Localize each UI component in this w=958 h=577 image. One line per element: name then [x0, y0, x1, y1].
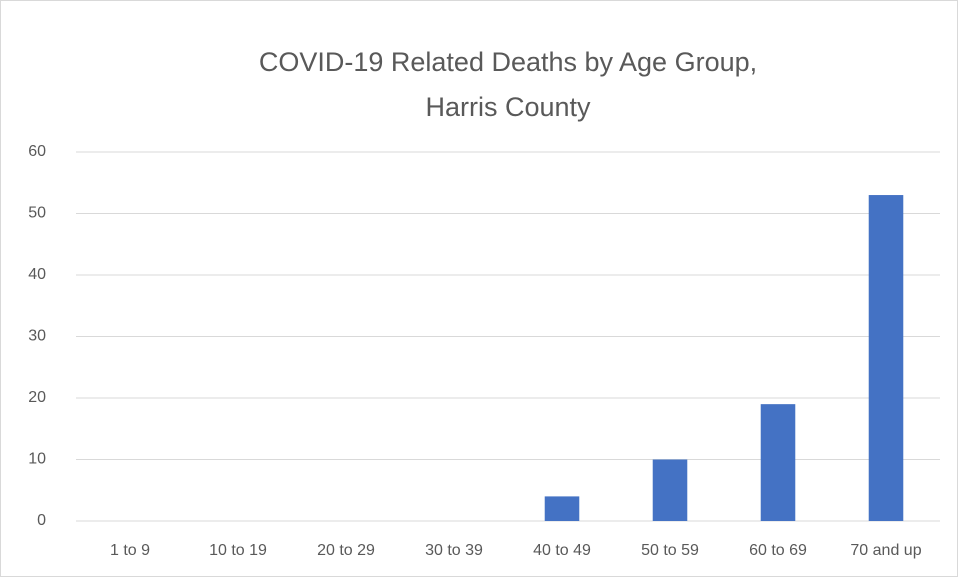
x-tick-label: 1 to 9 [110, 542, 150, 559]
y-tick-label: 30 [28, 328, 46, 345]
chart-title: COVID-19 Related Deaths by Age Group, [259, 47, 757, 77]
x-tick-label: 50 to 59 [641, 542, 699, 559]
x-tick-label: 20 to 29 [317, 542, 375, 559]
bar [544, 496, 580, 521]
chart-title: Harris County [425, 92, 591, 122]
y-tick-label: 40 [28, 266, 46, 283]
bar [652, 459, 688, 521]
y-tick-label: 20 [28, 389, 46, 406]
bar [760, 404, 796, 521]
x-tick-label: 60 to 69 [749, 542, 807, 559]
y-tick-label: 0 [37, 512, 46, 529]
x-tick-label: 30 to 39 [425, 542, 483, 559]
x-tick-label: 40 to 49 [533, 542, 591, 559]
x-tick-label: 70 and up [850, 542, 921, 559]
y-tick-label: 50 [28, 205, 46, 222]
x-tick-label: 10 to 19 [209, 542, 267, 559]
bar [868, 195, 904, 522]
y-tick-label: 10 [28, 451, 46, 468]
y-tick-label: 60 [28, 143, 46, 160]
